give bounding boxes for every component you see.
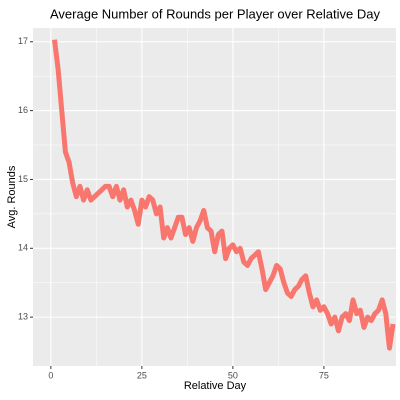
y-tick-label: 13 [18,311,28,321]
x-tick-label: 0 [48,370,53,380]
y-axis-title: Avg. Rounds [6,165,18,228]
y-tick-label: 16 [18,105,28,115]
y-tick-label: 15 [18,174,28,184]
chart-title: Average Number of Rounds per Player over… [50,6,380,21]
line-series [52,39,396,351]
y-tick-label: 14 [18,243,28,253]
x-tick-label: 25 [137,370,147,380]
y-tick-label: 17 [18,36,28,46]
x-axis-title: Relative Day [184,380,247,392]
x-tick-label: 75 [319,370,329,380]
x-tick-label: 50 [228,370,238,380]
